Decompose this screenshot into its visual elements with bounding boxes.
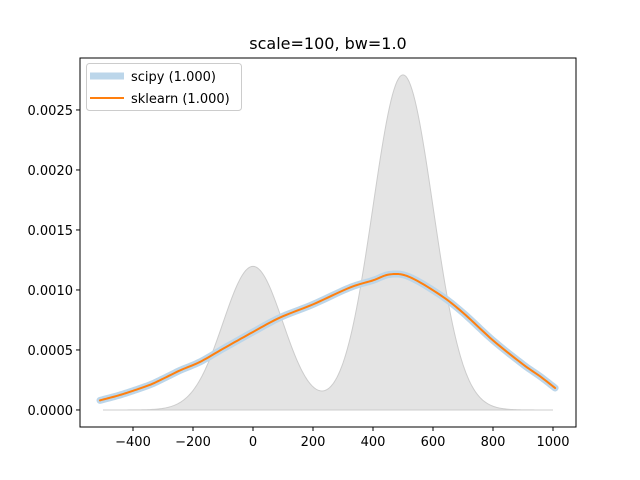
plot-area <box>96 74 559 411</box>
x-tick-label: 1000 <box>536 435 569 450</box>
x-tick-label: 0 <box>249 435 257 450</box>
x-tick-label: 400 <box>361 435 386 450</box>
legend-box <box>86 63 242 111</box>
legend-sklearn-label: sklearn (1.000) <box>131 92 230 107</box>
y-axis: 0.0000 0.0005 0.0010 0.0015 0.0020 0.0025 <box>28 104 80 419</box>
x-tick-label: −400 <box>115 435 151 450</box>
x-tick-label: −200 <box>175 435 211 450</box>
x-tick-label: 600 <box>421 435 446 450</box>
y-tick-label: 0.0005 <box>28 344 74 359</box>
y-tick-label: 0.0015 <box>28 224 74 239</box>
true-density-fill <box>103 74 553 411</box>
y-tick-label: 0.0000 <box>28 404 74 419</box>
x-tick-label: 200 <box>301 435 326 450</box>
chart-title: scale=100, bw=1.0 <box>249 34 406 53</box>
y-tick-label: 0.0020 <box>28 164 74 179</box>
legend-scipy-label: scipy (1.000) <box>131 70 216 85</box>
x-axis: −400 −200 0 200 400 600 800 1000 <box>115 427 570 450</box>
y-tick-label: 0.0010 <box>28 284 74 299</box>
axes-frame <box>79 57 577 428</box>
sklearn-kde-line <box>99 272 557 402</box>
x-tick-label: 800 <box>481 435 506 450</box>
y-tick-label: 0.0025 <box>28 104 74 119</box>
legend: scipy (1.000) sklearn (1.000) <box>86 63 242 111</box>
